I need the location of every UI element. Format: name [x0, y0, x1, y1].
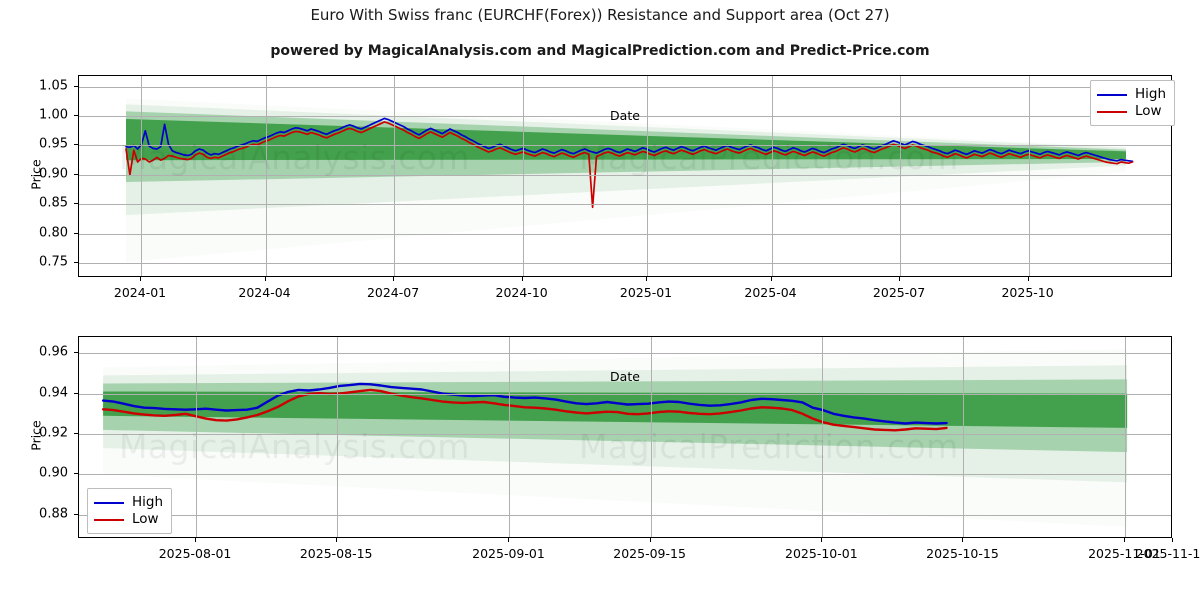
- y-tick-mark: [74, 473, 78, 474]
- x-tick-mark: [821, 538, 822, 542]
- legend-label-low: Low: [132, 511, 159, 528]
- x-tick-label: 2025-08-15: [300, 546, 373, 561]
- gridline-vertical: [651, 337, 652, 537]
- legend-item-high[interactable]: High: [1097, 86, 1166, 103]
- detail-plot-area: MagicalAnalysis.com MagicalPrediction.co…: [78, 336, 1172, 538]
- gridline-vertical: [1125, 337, 1126, 537]
- y-tick-mark: [74, 393, 78, 394]
- gridline-horizontal: [79, 234, 1171, 235]
- detail-legend: High Low: [87, 488, 172, 534]
- x-tick-label: 2025-09-01: [472, 546, 545, 561]
- gridline-vertical: [337, 337, 338, 537]
- y-tick-mark: [74, 86, 78, 87]
- x-tick-label: 2025-04: [744, 285, 796, 300]
- overview-x-axis-label: Date: [78, 108, 1172, 123]
- y-tick-label: 0.88: [39, 506, 68, 521]
- page-subtitle: powered by MagicalAnalysis.com and Magic…: [0, 43, 1200, 59]
- gridline-vertical: [772, 76, 773, 276]
- x-tick-label: 2024-04: [238, 285, 290, 300]
- x-tick-mark: [1172, 538, 1173, 542]
- y-tick-mark: [74, 174, 78, 175]
- page-title: Euro With Swiss franc (EURCHF(Forex)) Re…: [0, 6, 1200, 24]
- x-tick-mark: [265, 277, 266, 281]
- x-tick-mark: [393, 277, 394, 281]
- x-tick-mark: [508, 538, 509, 542]
- chart-page: Euro With Swiss franc (EURCHF(Forex)) Re…: [0, 0, 1200, 600]
- gridline-horizontal: [79, 145, 1171, 146]
- gridline-horizontal: [79, 263, 1171, 264]
- legend-item-high[interactable]: High: [94, 494, 163, 511]
- y-tick-mark: [74, 203, 78, 204]
- x-tick-mark: [522, 277, 523, 281]
- y-tick-mark: [74, 262, 78, 263]
- overview-y-axis-label: Price: [29, 145, 44, 205]
- y-tick-label: 0.80: [39, 225, 68, 240]
- gridline-horizontal: [79, 353, 1171, 354]
- legend-swatch-high: [1097, 94, 1127, 96]
- gridline-horizontal: [79, 87, 1171, 88]
- gridline-horizontal: [79, 394, 1171, 395]
- gridline-horizontal: [79, 515, 1171, 516]
- x-tick-mark: [771, 277, 772, 281]
- x-tick-mark: [646, 277, 647, 281]
- x-tick-label: 2025-10: [1001, 285, 1053, 300]
- gridline-vertical: [394, 76, 395, 276]
- x-tick-mark: [336, 538, 337, 542]
- gridline-vertical: [1029, 76, 1030, 276]
- y-tick-mark: [74, 352, 78, 353]
- y-tick-label: 0.96: [39, 345, 68, 360]
- y-tick-label: 1.05: [39, 78, 68, 93]
- gridline-vertical: [196, 337, 197, 537]
- overview-plot-svg: [79, 76, 1172, 277]
- x-tick-mark: [140, 277, 141, 281]
- detail-plot-svg: [79, 337, 1172, 538]
- overview-plot-area: MagicalAnalysis.com MagicalPrediction.co…: [78, 75, 1172, 277]
- gridline-vertical: [141, 76, 142, 276]
- detail-x-axis-label: Date: [78, 369, 1172, 384]
- x-tick-label: 2025-01: [620, 285, 672, 300]
- gridline-vertical: [900, 76, 901, 276]
- x-tick-label: 2025-11-15: [1136, 546, 1200, 561]
- gridline-vertical: [523, 76, 524, 276]
- y-tick-label: 0.75: [39, 255, 68, 270]
- x-tick-label: 2025-09-15: [613, 546, 686, 561]
- legend-swatch-high: [94, 502, 124, 504]
- x-tick-label: 2025-07: [873, 285, 925, 300]
- x-tick-label: 2025-10-15: [926, 546, 999, 561]
- overview-chart-panel: MagicalAnalysis.com MagicalPrediction.co…: [78, 75, 1172, 277]
- y-tick-label: 1.00: [39, 108, 68, 123]
- x-tick-mark: [195, 538, 196, 542]
- legend-label-high: High: [132, 494, 163, 511]
- gridline-vertical: [266, 76, 267, 276]
- x-tick-label: 2024-01: [114, 285, 166, 300]
- y-tick-mark: [74, 433, 78, 434]
- gridline-horizontal: [79, 204, 1171, 205]
- x-tick-mark: [650, 538, 651, 542]
- x-tick-label: 2024-10: [495, 285, 547, 300]
- x-tick-label: 2025-10-01: [785, 546, 858, 561]
- detail-chart-panel: MagicalAnalysis.com MagicalPrediction.co…: [78, 336, 1172, 538]
- legend-swatch-low: [94, 519, 124, 521]
- x-tick-mark: [1028, 277, 1029, 281]
- gridline-horizontal: [79, 434, 1171, 435]
- x-tick-label: 2025-08-01: [159, 546, 232, 561]
- gridline-vertical: [647, 76, 648, 276]
- legend-item-low[interactable]: Low: [94, 511, 163, 528]
- x-tick-mark: [1124, 538, 1125, 542]
- gridline-horizontal: [79, 175, 1171, 176]
- detail-y-axis-label: Price: [29, 406, 44, 466]
- x-tick-mark: [899, 277, 900, 281]
- gridline-vertical: [963, 337, 964, 537]
- gridline-horizontal: [79, 474, 1171, 475]
- legend-label-high: High: [1135, 86, 1166, 103]
- y-tick-label: 0.94: [39, 385, 68, 400]
- gridline-vertical: [509, 337, 510, 537]
- x-tick-label: 2024-07: [367, 285, 419, 300]
- gridline-vertical: [822, 337, 823, 537]
- y-tick-label: 0.90: [39, 466, 68, 481]
- y-tick-mark: [74, 233, 78, 234]
- y-tick-mark: [74, 144, 78, 145]
- x-tick-mark: [962, 538, 963, 542]
- y-tick-mark: [74, 514, 78, 515]
